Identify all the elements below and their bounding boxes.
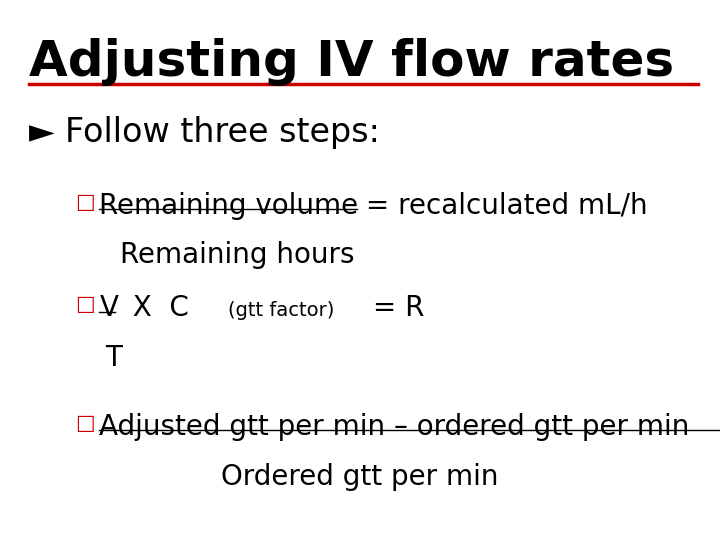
Text: Ordered gtt per min: Ordered gtt per min — [221, 463, 499, 491]
Text: = recalculated mL/h: = recalculated mL/h — [357, 192, 648, 220]
Text: Follow three steps:: Follow three steps: — [65, 116, 379, 149]
Text: Remaining hours: Remaining hours — [120, 241, 354, 269]
Text: = R: = R — [364, 294, 424, 322]
Text: ►: ► — [29, 116, 55, 149]
Text: Adjusted gtt per min – ordered gtt per min: Adjusted gtt per min – ordered gtt per m… — [99, 413, 690, 441]
Text: Adjusting IV flow rates: Adjusting IV flow rates — [29, 38, 674, 86]
Text: □: □ — [76, 294, 95, 314]
Text: □: □ — [76, 413, 95, 433]
Text: V: V — [99, 294, 118, 322]
Text: X  C: X C — [115, 294, 198, 322]
Text: □: □ — [76, 192, 95, 212]
Text: (gtt factor): (gtt factor) — [228, 301, 335, 320]
Text: T: T — [105, 344, 122, 372]
Text: Remaining volume: Remaining volume — [99, 192, 359, 220]
